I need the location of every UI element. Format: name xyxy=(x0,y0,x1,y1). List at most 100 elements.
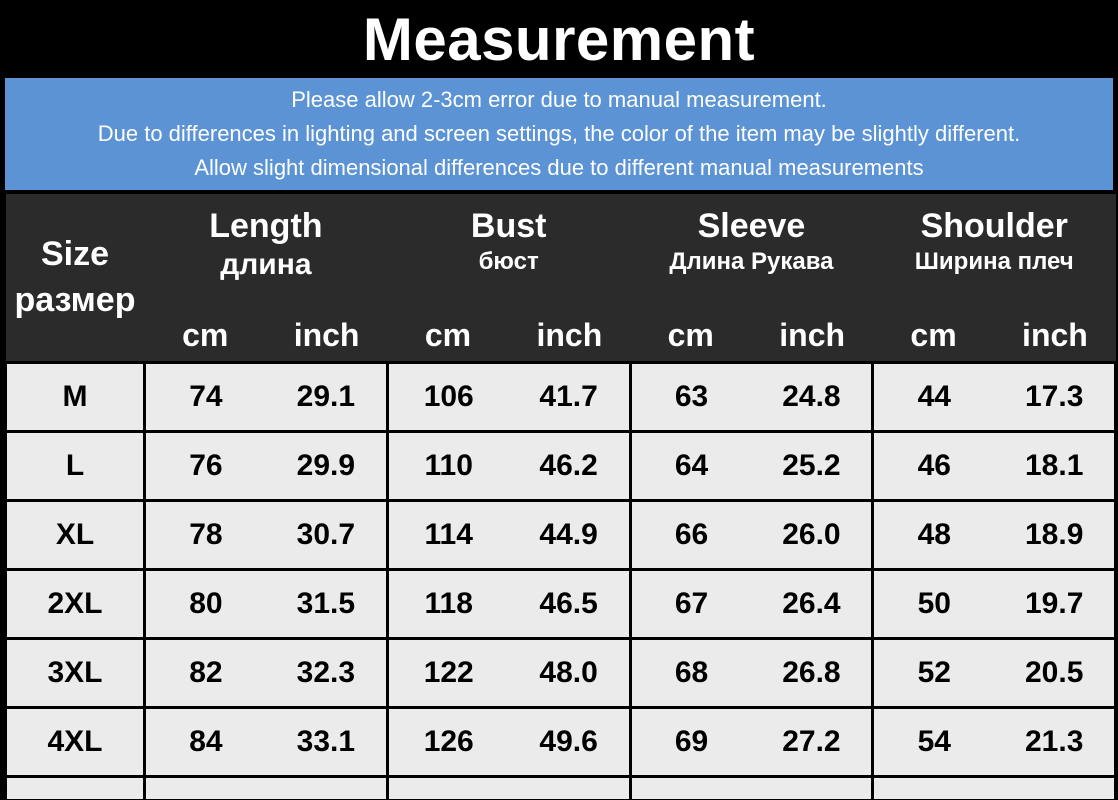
sleeve-cm-cell: 68 xyxy=(628,636,752,709)
size-table-body: M 74 29.1 106 41.7 63 24.8 44 17.3 L 76 … xyxy=(4,360,1118,800)
bust-inch-cell: 41.7 xyxy=(508,360,632,433)
sleeve-inch-cell: 25.2 xyxy=(751,429,875,502)
bust-inch-cell: 49.6 xyxy=(508,705,632,778)
bust-cm-cell: 126 xyxy=(385,705,509,778)
shoulder-inch-cell: 17.3 xyxy=(994,360,1118,433)
sleeve-cm-cell: 64 xyxy=(628,429,752,502)
notice-line: Allow slight dimensional differences due… xyxy=(194,155,924,180)
shoulder-inch-cell: 18.9 xyxy=(994,498,1118,571)
bust-cm-cell: 110 xyxy=(385,429,509,502)
length-inch-cell: 33.1 xyxy=(265,705,389,778)
length-cm-cell: 74 xyxy=(142,360,266,433)
unit-label-inch: inch xyxy=(751,310,873,362)
shoulder-cm-cell xyxy=(871,774,995,800)
unit-label-inch: inch xyxy=(994,310,1116,362)
shoulder-inch-cell: 21.3 xyxy=(994,705,1118,778)
bust-cm-cell: 114 xyxy=(385,498,509,571)
unit-label-inch: inch xyxy=(508,310,631,362)
length-cm-cell xyxy=(142,774,266,800)
size-cell: L xyxy=(4,429,146,502)
length-cm-cell: 78 xyxy=(142,498,266,571)
unit-label-inch: inch xyxy=(265,310,388,362)
sleeve-inch-cell: 26.4 xyxy=(751,567,875,640)
column-header-bust: Bust бюст xyxy=(387,194,631,310)
bust-inch-cell: 46.2 xyxy=(508,429,632,502)
table-row-3xl: 3XL 82 32.3 122 48.0 68 26.8 52 20.5 xyxy=(4,636,1118,709)
sleeve-inch-cell xyxy=(751,774,875,800)
sleeve-header-ru: Длина Рукава xyxy=(669,248,834,275)
sleeve-header-en: Sleeve xyxy=(697,207,806,245)
bust-cm-cell: 122 xyxy=(385,636,509,709)
unit-label-cm: cm xyxy=(872,310,995,362)
notice-line: Due to differences in lighting and scree… xyxy=(97,121,1021,146)
sleeve-cm-cell: 69 xyxy=(628,705,752,778)
shoulder-cm-cell: 48 xyxy=(871,498,995,571)
sleeve-cm-cell: 67 xyxy=(628,567,752,640)
column-header-size: Size размер xyxy=(5,194,145,362)
bust-header-en: Bust xyxy=(470,207,547,245)
unit-label-cm: cm xyxy=(630,310,752,362)
length-header-en: Length xyxy=(209,207,323,245)
size-header-en: Size xyxy=(40,235,110,274)
units-row: cm inch cm inch cm inch cm inch xyxy=(6,310,1116,362)
size-cell xyxy=(4,774,146,800)
shoulder-inch-cell: 18.1 xyxy=(994,429,1118,502)
length-inch-cell: 29.9 xyxy=(265,429,389,502)
size-cell: 2XL xyxy=(4,567,146,640)
table-row-partial xyxy=(4,774,1118,800)
size-cell: 4XL xyxy=(4,705,146,778)
shoulder-cm-cell: 52 xyxy=(871,636,995,709)
notice-line: Please allow 2-3cm error due to manual m… xyxy=(291,87,827,112)
bust-cm-cell: 118 xyxy=(385,567,509,640)
length-inch-cell: 31.5 xyxy=(265,567,389,640)
column-header-length: Length длина xyxy=(144,194,388,310)
sleeve-inch-cell: 27.2 xyxy=(751,705,875,778)
length-header-ru: длина xyxy=(220,248,312,281)
shoulder-header-ru: Ширина плеч xyxy=(914,248,1074,275)
shoulder-cm-cell: 46 xyxy=(871,429,995,502)
size-cell: M xyxy=(4,360,146,433)
bust-cm-cell: 106 xyxy=(385,360,509,433)
shoulder-inch-cell xyxy=(994,774,1118,800)
size-cell: 3XL xyxy=(4,636,146,709)
table-row-m: M 74 29.1 106 41.7 63 24.8 44 17.3 xyxy=(4,360,1118,433)
page-title: Measurement xyxy=(362,5,756,73)
length-inch-cell: 32.3 xyxy=(265,636,389,709)
length-cm-cell: 76 xyxy=(142,429,266,502)
length-inch-cell xyxy=(265,774,389,800)
length-cm-cell: 84 xyxy=(142,705,266,778)
size-table-header: Size размер Length длина Bust бюст Sleev… xyxy=(5,194,1116,362)
table-row-xl: XL 78 30.7 114 44.9 66 26.0 48 18.9 xyxy=(4,498,1118,571)
shoulder-inch-cell: 19.7 xyxy=(994,567,1118,640)
table-row-l: L 76 29.9 110 46.2 64 25.2 46 18.1 xyxy=(4,429,1118,502)
shoulder-cm-cell: 50 xyxy=(871,567,995,640)
shoulder-cm-cell: 44 xyxy=(871,360,995,433)
table-row-4xl: 4XL 84 33.1 126 49.6 69 27.2 54 21.3 xyxy=(4,705,1118,778)
bust-inch-cell: 46.5 xyxy=(508,567,632,640)
chart-title-bar: Measurement xyxy=(0,0,1118,78)
bust-inch-cell: 44.9 xyxy=(508,498,632,571)
size-cell: XL xyxy=(4,498,146,571)
shoulder-inch-cell: 20.5 xyxy=(994,636,1118,709)
length-inch-cell: 29.1 xyxy=(265,360,389,433)
length-inch-cell: 30.7 xyxy=(265,498,389,571)
sleeve-inch-cell: 26.8 xyxy=(751,636,875,709)
table-row-2xl: 2XL 80 31.5 118 46.5 67 26.4 50 19.7 xyxy=(4,567,1118,640)
bust-header-ru: бюст xyxy=(478,248,539,275)
notice-banner: Please allow 2-3cm error due to manual m… xyxy=(5,78,1113,190)
length-cm-cell: 80 xyxy=(142,567,266,640)
bust-cm-cell xyxy=(385,774,509,800)
bust-inch-cell xyxy=(508,774,632,800)
unit-label-cm: cm xyxy=(144,310,266,362)
bust-inch-cell: 48.0 xyxy=(508,636,632,709)
column-header-sleeve: Sleeve Длина Рукава xyxy=(630,194,873,310)
column-header-shoulder: Shoulder Ширина плеч xyxy=(872,194,1116,310)
unit-label-cm: cm xyxy=(387,310,509,362)
length-cm-cell: 82 xyxy=(142,636,266,709)
sleeve-cm-cell: 63 xyxy=(628,360,752,433)
sleeve-inch-cell: 24.8 xyxy=(751,360,875,433)
sleeve-inch-cell: 26.0 xyxy=(751,498,875,571)
sleeve-cm-cell xyxy=(628,774,752,800)
sleeve-cm-cell: 66 xyxy=(628,498,752,571)
